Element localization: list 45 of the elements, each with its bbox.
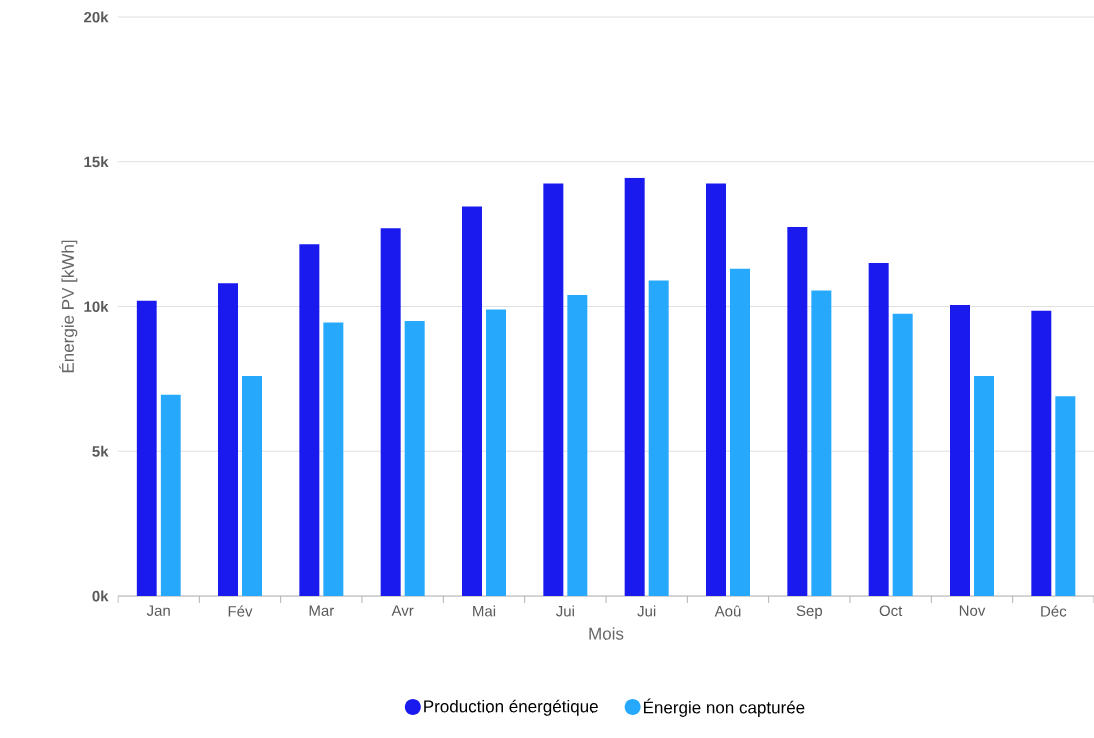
x-tick-label: Sep	[796, 605, 823, 620]
bar	[730, 268, 751, 596]
bar	[950, 305, 970, 596]
y-tick-label: 10k	[84, 300, 109, 312]
bar	[624, 177, 645, 596]
bar	[892, 313, 913, 596]
x-tick-label: Nov	[959, 605, 986, 616]
bar	[543, 183, 564, 596]
x-tick-label: Mai	[473, 605, 496, 617]
x-tick-label: Mar	[309, 605, 334, 616]
y-tick-label: 0k	[92, 590, 109, 602]
bar	[242, 375, 263, 596]
legend-label: Production énergétique	[424, 699, 598, 716]
bar	[567, 294, 588, 596]
bar	[1055, 396, 1076, 596]
bar	[380, 228, 401, 596]
bar	[811, 290, 832, 596]
x-tick-label: Fév	[228, 605, 253, 617]
bar	[974, 375, 994, 596]
x-tick-label: Avr	[391, 605, 414, 616]
x-axis-title: Mois	[589, 627, 624, 640]
bar	[462, 206, 483, 596]
bar	[323, 322, 344, 596]
bar	[787, 226, 808, 596]
bar	[299, 244, 320, 596]
x-tick-label: Jui	[637, 605, 656, 617]
bar	[706, 183, 727, 596]
y-tick-label: 15k	[84, 156, 109, 168]
x-tick-label: Oct	[879, 605, 903, 617]
bar	[648, 280, 669, 596]
y-axis-title: Énergie PV [kWh]	[59, 240, 78, 373]
bar	[136, 300, 157, 596]
bar	[868, 263, 889, 596]
x-tick-label: Aoû	[714, 605, 741, 617]
x-tick-label: Jan	[146, 605, 170, 616]
bar	[486, 309, 507, 596]
legend-label: Énergie non capturée	[644, 698, 805, 717]
bar	[218, 283, 239, 596]
x-tick-label: Déc	[1041, 605, 1067, 617]
x-tick-label: Jui	[555, 605, 574, 617]
y-tick-label: 5k	[92, 445, 109, 457]
y-tick-label: 20k	[84, 11, 109, 23]
bar	[160, 394, 181, 596]
bar	[1031, 310, 1052, 596]
bar	[404, 320, 425, 596]
